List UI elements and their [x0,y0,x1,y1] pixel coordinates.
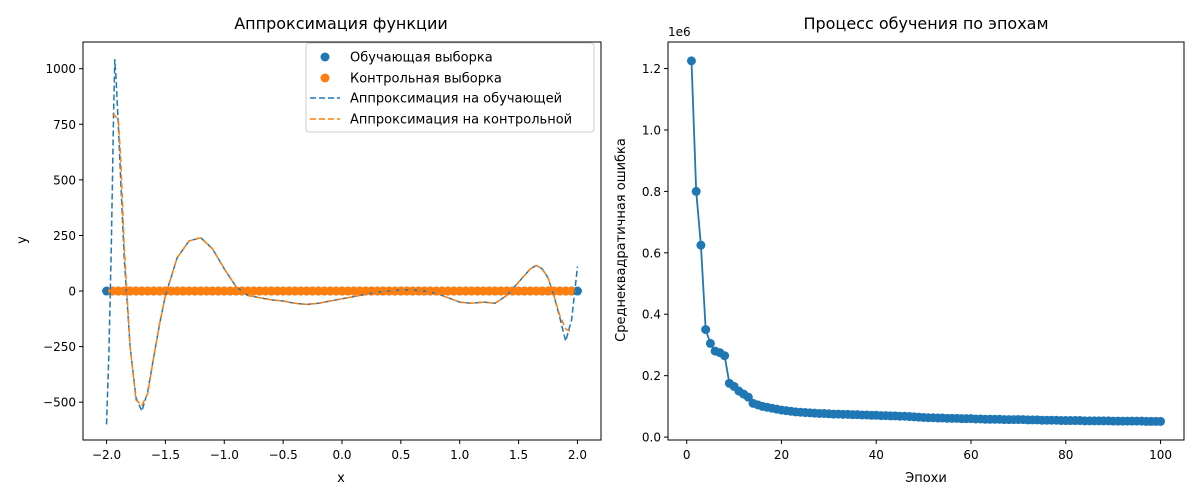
left-y-tick-label: 500 [53,173,76,187]
right-y-tick-label: 0.6 [642,246,661,260]
right-x-tick-label: 0 [683,448,691,462]
right-y-tick-label: 0.0 [642,431,661,445]
left-x-tick-label: −2.0 [92,448,121,462]
left-x-ticks: −2.0 −1.5 −1.0 −0.5 0.0 0.5 1.0 1.5 2.0 [92,440,587,462]
right-axes-frame [667,41,1185,441]
loss-point [696,240,706,250]
right-y-tick-label: 1.0 [642,123,661,137]
legend: Обучающая выборка Контрольная выборка Ап… [305,42,595,133]
legend-marker-control-sample [320,73,330,83]
left-y-tick-label: 750 [53,118,76,132]
right-x-tick-label: 20 [774,448,789,462]
right-x-ticks: 0 20 40 60 80 100 [683,440,1172,462]
training-process-chart: Процесс обучения по эпохам Эпохи Среднек… [614,14,1185,486]
legend-label-train-sample: Обучающая выборка [350,51,493,66]
legend-label-control-approx: Аппроксимация на контрольной [350,113,572,128]
left-plot-area [102,59,582,425]
left-x-tick-label: 0.5 [391,448,410,462]
right-x-tick-label: 60 [963,448,978,462]
left-x-tick-label: 0.0 [332,448,351,462]
left-y-axis-label: y [15,236,30,244]
left-x-tick-label: −1.5 [151,448,180,462]
right-y-tick-label: 0.4 [642,308,661,322]
left-x-tick-label: −0.5 [269,448,298,462]
right-x-tick-label: 40 [869,448,884,462]
legend-marker-train-sample [320,52,330,62]
right-y-tick-label: 1.2 [642,62,661,76]
left-y-tick-label: 0 [68,285,76,299]
right-y-tick-label: 0.2 [642,369,661,383]
legend-label-train-approx: Аппроксимация на обучающей [350,92,562,107]
legend-box [305,42,595,133]
left-y-ticks: −500 −250 0 250 500 750 1000 [43,62,83,410]
loss-point [1156,416,1166,426]
right-x-axis-label: Эпохи [905,471,947,486]
loss-point [686,56,696,66]
left-y-tick-label: −500 [43,396,76,410]
right-x-tick-label: 100 [1149,448,1172,462]
left-y-tick-label: 250 [53,229,76,243]
left-y-tick-label: 1000 [45,62,76,76]
right-x-tick-label: 80 [1058,448,1073,462]
loss-point [743,392,753,402]
right-plot-area [686,56,1166,426]
right-y-axis-label: Среднеквадратичная ошибка [614,138,629,342]
loss-point [691,186,701,196]
right-y-offset-text: 1e6 [668,25,691,39]
left-x-tick-label: −1.0 [210,448,239,462]
left-x-axis-label: x [337,471,345,486]
left-x-tick-label: 1.0 [450,448,469,462]
legend-label-control-sample: Контрольная выборка [350,72,502,87]
right-y-ticks: 0.0 0.2 0.4 0.6 0.8 1.0 1.2 [642,62,668,445]
right-y-tick-label: 0.8 [642,185,661,199]
left-series-group [102,59,582,425]
left-y-tick-label: −250 [43,340,76,354]
loss-point [701,325,711,335]
left-x-tick-label: 2.0 [568,448,587,462]
loss-point [720,351,730,361]
approximation-line-control [112,113,572,407]
left-x-tick-label: 1.5 [509,448,528,462]
right-chart-title: Процесс обучения по эпохам [803,14,1048,33]
left-chart-title: Аппроксимация функции [234,14,448,33]
approximation-chart: Аппроксимация функции x y −2.0 −1.5 −1.0 −0… [15,14,602,486]
loss-point [705,338,715,348]
